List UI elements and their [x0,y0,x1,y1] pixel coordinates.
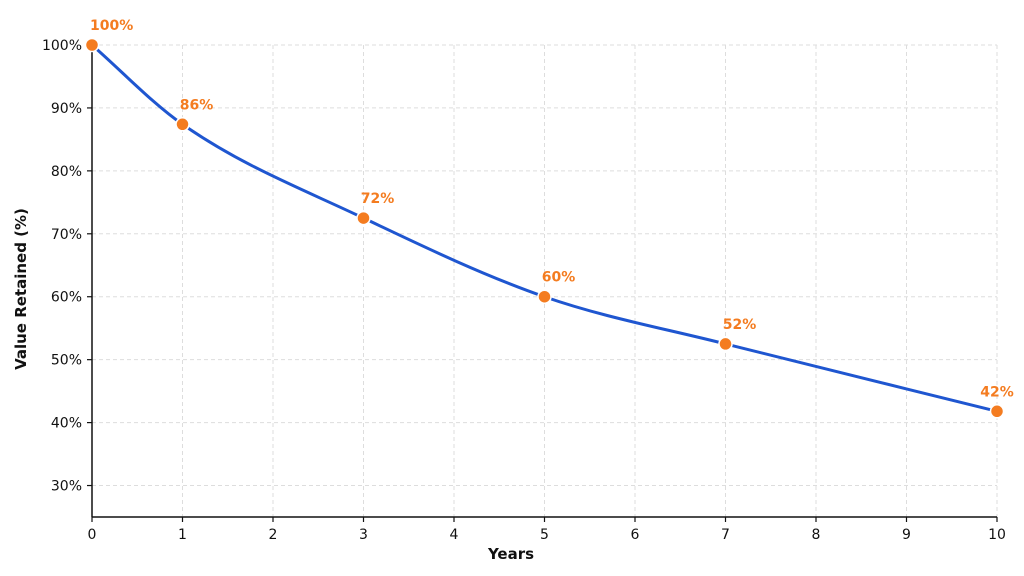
data-label: 42% [980,384,1014,400]
x-tick-label: 6 [631,527,640,543]
x-tick-label: 7 [721,527,730,543]
data-point [84,37,100,53]
y-axis-label: Value Retained (%) [12,208,30,370]
data-point [989,404,1005,419]
data-point [718,336,733,352]
data-point [537,289,552,304]
x-axis-label: Years [487,545,534,563]
tick-labels: 0 1 2 3 4 5 6 7 8 9 10 30% 40% 50% 60% 70% 80% 90% 100% [42,38,1006,543]
axes [87,40,998,522]
data-label: 60% [542,270,576,286]
data-label: 72% [361,191,395,207]
x-tick-label: 8 [812,527,821,543]
y-tick-label: 100% [42,38,82,54]
data-point [175,117,190,132]
y-tick-label: 90% [51,101,82,117]
x-tick-label: 5 [540,527,549,543]
x-tick-label: 2 [269,527,278,543]
y-tick-label: 40% [51,416,82,432]
data-labels: 100% 86% 72% 60% 52% 42% [90,18,1014,400]
data-label: 100% [90,18,133,34]
x-tick-label: 1 [178,527,187,543]
data-points [84,37,1005,419]
x-tick-label: 10 [988,527,1006,543]
x-tick-label: 0 [88,527,97,543]
data-label: 86% [180,97,214,113]
x-tick-label: 4 [450,527,459,543]
y-tick-label: 60% [51,290,82,306]
y-tick-label: 80% [51,164,82,180]
x-tick-label: 3 [359,527,368,543]
y-tick-label: 70% [51,227,82,243]
grid [91,44,998,517]
y-tick-label: 30% [51,479,82,495]
y-tick-label: 50% [51,353,82,369]
data-point [356,210,371,226]
x-tick-label: 9 [902,527,911,543]
data-label: 52% [723,317,757,333]
